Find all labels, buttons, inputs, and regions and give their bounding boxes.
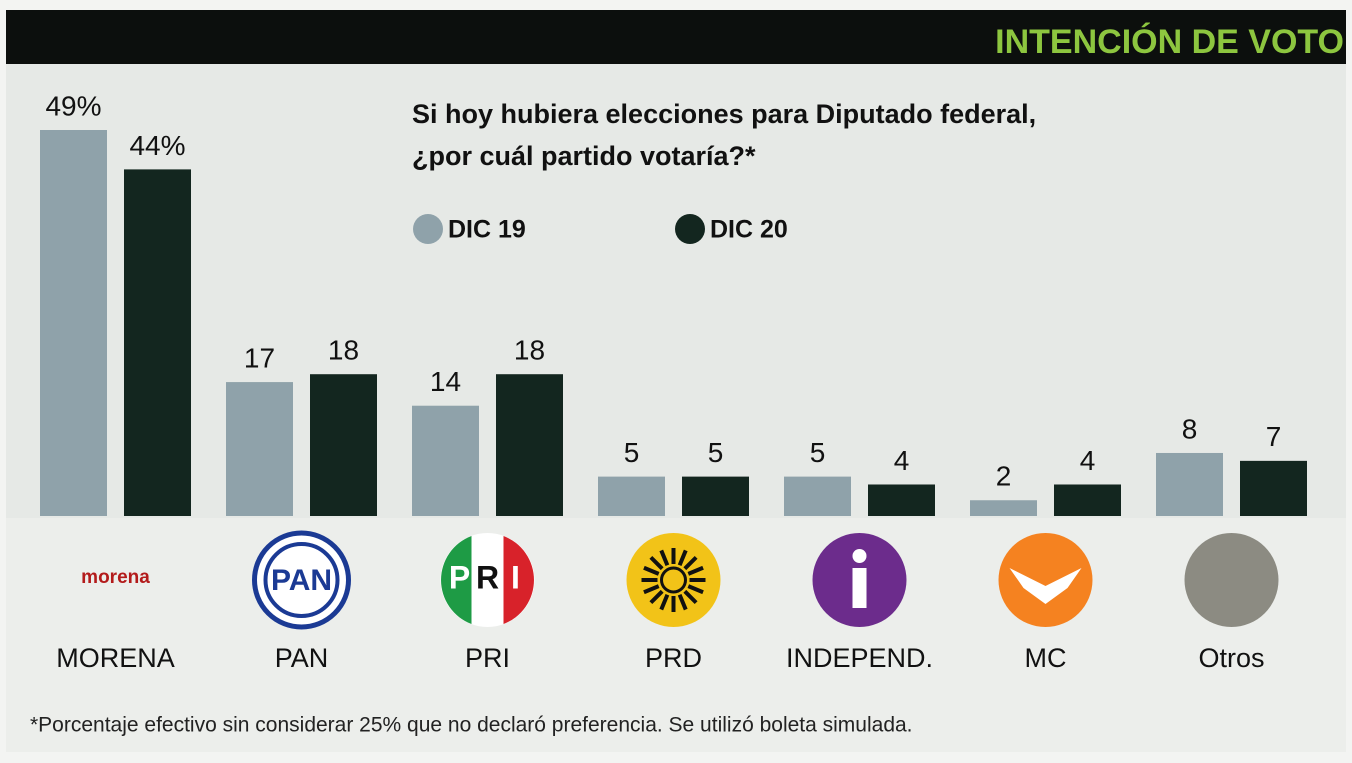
- logo: [687, 565, 704, 576]
- logo: [687, 584, 704, 595]
- chart-title: Si hoy hubiera elecciones para Diputado …: [412, 99, 1036, 129]
- logo: [1184, 533, 1279, 627]
- bar: [868, 484, 935, 516]
- value-label: 49%: [45, 90, 101, 121]
- logo: [263, 542, 340, 618]
- value-label: 18: [328, 335, 359, 366]
- logo-text: R: [476, 559, 499, 595]
- x-tick-label: Otros: [1198, 643, 1264, 673]
- logo: [626, 533, 721, 627]
- bar: [1240, 460, 1307, 516]
- value-label: 5: [810, 437, 826, 468]
- logo-text: PAN: [271, 564, 332, 597]
- legend-label: DIC 19: [448, 216, 526, 244]
- bar: [496, 374, 563, 516]
- value-label: 14: [430, 366, 461, 397]
- logo: [660, 566, 687, 594]
- bar: [1054, 484, 1121, 516]
- value-label: 4: [1080, 445, 1096, 476]
- logo: [998, 533, 1093, 627]
- chart-title: ¿por cuál partido votaría?*: [412, 141, 756, 171]
- value-label: 17: [244, 342, 275, 373]
- logo: [643, 565, 660, 576]
- logo: [677, 549, 688, 566]
- header: INTENCIÓN DE VOTO: [995, 23, 1344, 61]
- logo: [683, 589, 698, 605]
- logo: [1009, 568, 1082, 604]
- value-label: 5: [624, 437, 640, 468]
- logo-text: P: [449, 559, 470, 595]
- bar: [784, 476, 851, 516]
- legend-swatch: [675, 214, 705, 244]
- footnote: *Porcentaje efectivo sin considerar 25% …: [30, 714, 913, 737]
- logo: [852, 568, 867, 608]
- bar: [310, 374, 377, 516]
- logo: [441, 536, 472, 624]
- logo: [643, 584, 660, 595]
- bar: [412, 405, 479, 516]
- logo: [677, 594, 688, 611]
- legend-label: DIC 20: [710, 216, 788, 244]
- legend-swatch: [413, 214, 443, 244]
- logo: [683, 555, 698, 571]
- x-tick-label: INDEPEND.: [786, 643, 933, 673]
- bar: [40, 130, 107, 516]
- bar: [1156, 452, 1223, 516]
- bar: [124, 169, 191, 516]
- logo: [659, 549, 670, 566]
- x-tick-label: PAN: [275, 643, 329, 673]
- value-label: 8: [1182, 413, 1198, 444]
- logo-text: I: [511, 559, 520, 595]
- bar: [598, 476, 665, 516]
- logo: [649, 589, 664, 605]
- value-label: 5: [708, 437, 724, 468]
- logo: [503, 536, 534, 624]
- value-label: 7: [1266, 421, 1282, 452]
- x-tick-label: PRI: [465, 643, 510, 673]
- header-bar: [6, 10, 1346, 64]
- value-label: 18: [514, 335, 545, 366]
- x-tick-label: PRD: [645, 643, 702, 673]
- value-label: 44%: [129, 130, 185, 161]
- x-tick-label: MC: [1025, 643, 1067, 673]
- logo: [852, 549, 867, 563]
- bar: [226, 382, 293, 516]
- logo: [649, 555, 664, 571]
- value-label: 2: [996, 461, 1012, 492]
- bar: [682, 476, 749, 516]
- logo-text: morena: [81, 567, 150, 588]
- bar: [970, 500, 1037, 516]
- logo: [659, 594, 670, 611]
- value-label: 4: [894, 445, 910, 476]
- x-tick-label: MORENA: [56, 643, 175, 673]
